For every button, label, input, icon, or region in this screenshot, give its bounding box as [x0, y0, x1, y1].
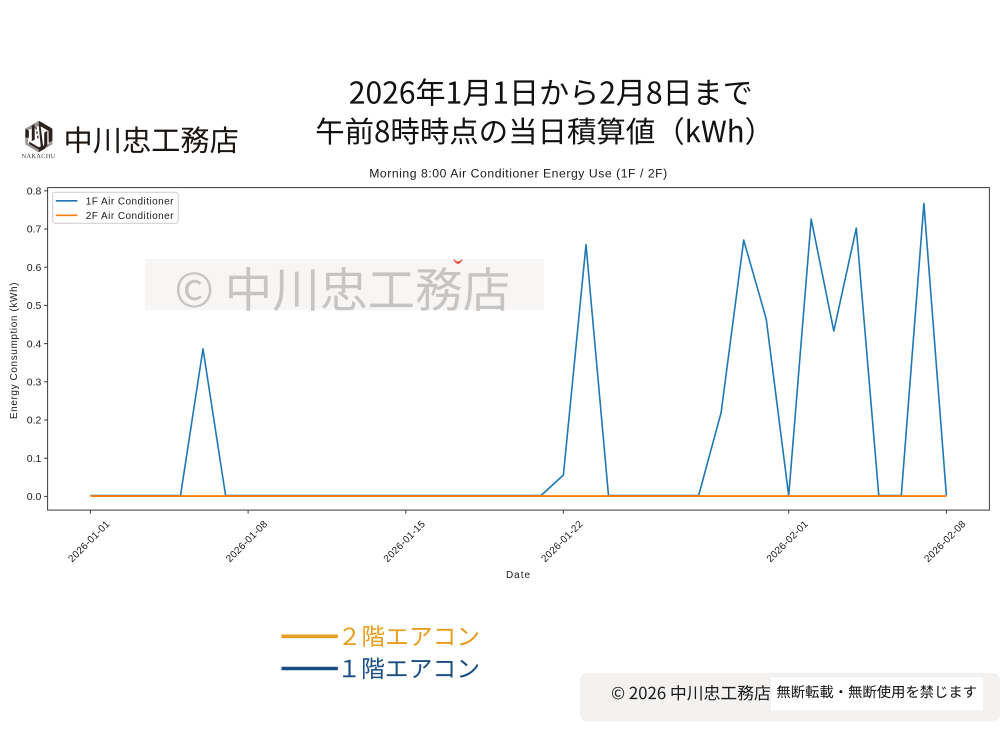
svg-text:0.4: 0.4 [27, 338, 42, 350]
svg-text:0.6: 0.6 [27, 262, 42, 274]
svg-text:0.8: 0.8 [27, 186, 42, 198]
svg-text:Date: Date [506, 570, 531, 581]
svg-text:0.2: 0.2 [27, 415, 42, 427]
svg-text:0.7: 0.7 [27, 224, 42, 236]
svg-text:2F Air Conditioner: 2F Air Conditioner [86, 211, 174, 222]
svg-text:0.3: 0.3 [27, 377, 42, 389]
svg-text:1F Air Conditioner: 1F Air Conditioner [86, 196, 174, 207]
svg-text:Energy Consumption (kWh): Energy Consumption (kWh) [9, 282, 20, 419]
svg-text:Morning 8:00 Air Conditioner E: Morning 8:00 Air Conditioner Energy Use … [369, 167, 668, 181]
svg-text:0.1: 0.1 [27, 453, 42, 465]
svg-text:0.0: 0.0 [27, 491, 42, 503]
svg-text:0.5: 0.5 [27, 300, 42, 312]
